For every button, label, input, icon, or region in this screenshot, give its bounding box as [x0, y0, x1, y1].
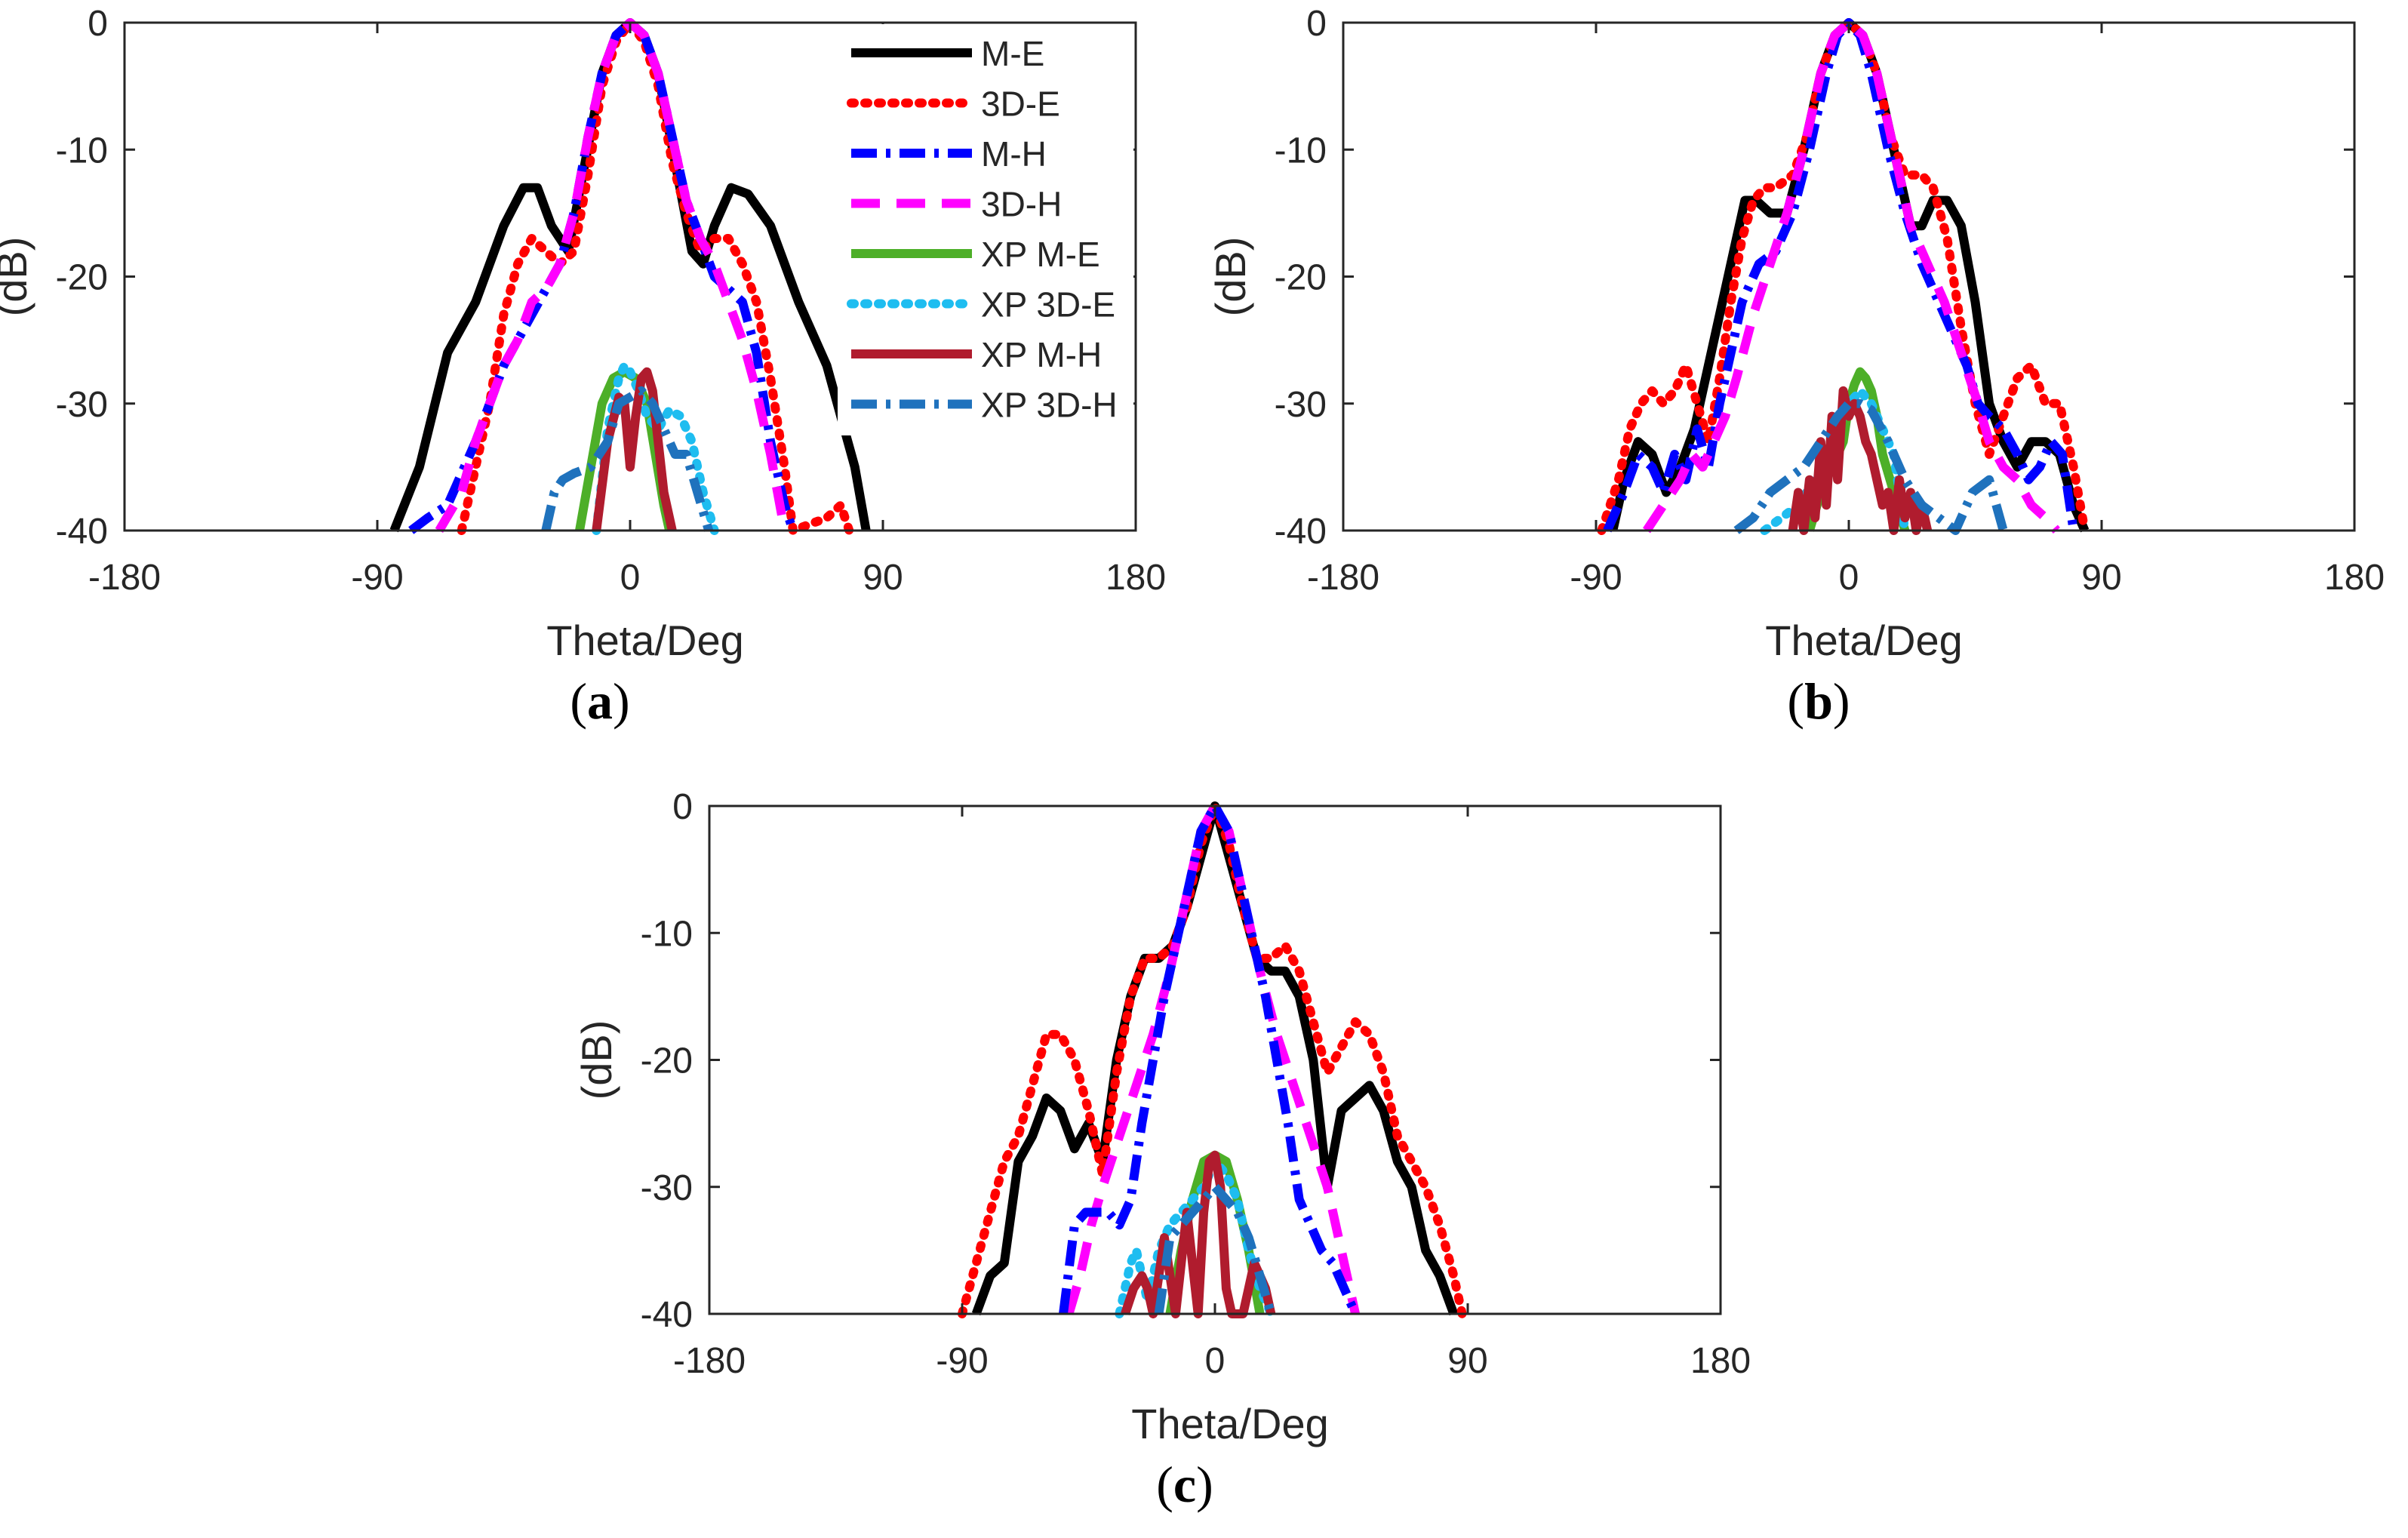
x-tick-label: -180	[673, 1341, 746, 1381]
series-line-xp-m-h	[1121, 1150, 1276, 1318]
panel-label: (a)	[570, 672, 629, 730]
x-tick-label: -90	[936, 1341, 988, 1381]
x-tick-label: 90	[1447, 1341, 1487, 1381]
legend-label-xp-m-h: XP M-H	[981, 335, 1102, 374]
panels: -180 -90 0 90 180 0 -10 -20 -30 -40 Theta/Deg (dB) (…	[0, 4, 2385, 1513]
y-tick-label: -40	[56, 512, 108, 552]
series-line-xp-m-h	[1788, 386, 1933, 535]
y-tick-label: 0	[88, 4, 108, 44]
legend-label-m-h: M-H	[981, 134, 1047, 174]
legend-box	[838, 24, 1133, 435]
legend-label-xp-m-e: XP M-E	[981, 235, 1100, 274]
series-line-xp-3d-e	[592, 361, 719, 535]
x-tick-label: -90	[1570, 558, 1622, 598]
y-tick-label: 0	[672, 787, 693, 827]
x-tick-label: -90	[351, 558, 403, 598]
x-tick-label: 180	[1690, 1341, 1751, 1381]
chart-panel-2: -180 -90 0 90 180 0 -10 -20 -30 -40 Theta/Deg (dB) (…	[1207, 4, 2385, 730]
x-tick-label: 180	[1106, 558, 1166, 598]
y-tick-label: -30	[641, 1168, 693, 1208]
panel-label: (b)	[1787, 672, 1850, 730]
panel-label: (c)	[1156, 1456, 1213, 1513]
series-line-xp-3d-h	[541, 386, 713, 532]
chart-panel-1: -180 -90 0 90 180 0 -10 -20 -30 -40 Theta/Deg (dB) (…	[0, 4, 1166, 730]
y-axis-label: (dB)	[0, 237, 35, 317]
y-axis-label: (dB)	[1207, 237, 1254, 317]
series-line-3d-h	[1064, 801, 1360, 1315]
series-line-m-h	[408, 18, 798, 534]
y-tick-label: -20	[641, 1041, 693, 1081]
y-tick-label: -30	[56, 385, 108, 425]
legend-label-3d-h: 3D-H	[981, 185, 1062, 224]
x-axis-label: Theta/Deg	[1131, 1400, 1329, 1447]
series-line-m-h	[1059, 801, 1360, 1316]
x-tick-label: 180	[2324, 558, 2385, 598]
chart-panel-3: -180 -90 0 90 180 0 -10 -20 -30 -40 Theta/Deg (dB) (…	[573, 787, 1751, 1513]
legend-label-xp-3d-h: XP 3D-H	[981, 386, 1118, 425]
x-tick-label: 0	[1839, 558, 1859, 598]
legend-label-m-e: M-E	[981, 34, 1044, 73]
y-tick-label: -20	[1275, 258, 1327, 298]
x-tick-label: 0	[1205, 1341, 1226, 1381]
x-axis-label: Theta/Deg	[1765, 617, 1963, 664]
series-line-xp-3d-h	[1733, 398, 2008, 535]
legend-label-xp-3d-e: XP 3D-E	[981, 285, 1115, 325]
x-tick-label: 0	[620, 558, 641, 598]
y-axis-label: (dB)	[573, 1020, 620, 1100]
legend-label-3d-e: 3D-E	[981, 85, 1060, 124]
y-tick-label: 0	[1306, 4, 1327, 44]
y-tick-label: -10	[56, 131, 108, 171]
x-axis-label: Theta/Deg	[546, 617, 744, 664]
x-tick-label: 90	[2081, 558, 2121, 598]
x-tick-label: -180	[1307, 558, 1379, 598]
y-tick-label: -10	[1275, 131, 1327, 171]
legend: M-E 3D-E M-H 3D-H XP M-E XP 3D-E XP M-H XP 3D-H	[838, 24, 1133, 435]
x-tick-label: -180	[88, 558, 161, 598]
y-tick-label: -40	[641, 1295, 693, 1335]
x-tick-label: 90	[863, 558, 903, 598]
y-tick-label: -10	[641, 914, 693, 954]
y-tick-label: -20	[56, 258, 108, 298]
series-group	[389, 18, 871, 535]
y-tick-label: -30	[1275, 385, 1327, 425]
y-tick-label: -40	[1275, 512, 1327, 552]
